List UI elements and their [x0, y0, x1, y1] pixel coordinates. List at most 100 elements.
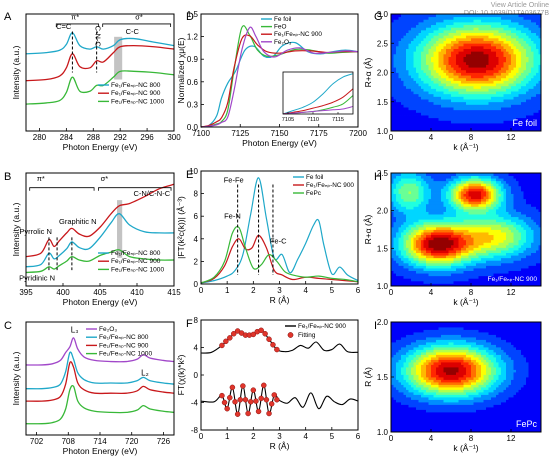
heatmap-cell: [488, 14, 492, 18]
heatmap-cell: [501, 278, 504, 282]
heatmap-cell: [463, 27, 467, 31]
heatmap-cell: [403, 185, 407, 189]
heatmap-cell: [461, 101, 464, 105]
heatmap-cell: [491, 180, 494, 184]
heatmap-cell: [491, 40, 494, 44]
heatmap-cell: [486, 99, 489, 103]
y-axis-label: Intensity (a.u.): [11, 202, 21, 256]
heatmap-cell: [508, 40, 512, 44]
heatmap-cell: [521, 16, 524, 20]
heatmap-cell: [446, 128, 449, 132]
heatmap-cell: [471, 16, 474, 20]
heatmap-cell: [431, 21, 434, 26]
heatmap-cell: [446, 75, 449, 79]
heatmap-cell: [501, 188, 504, 192]
heatmap-cell: [463, 88, 467, 92]
heatmap-cell: [406, 247, 409, 251]
heatmap-cell: [391, 69, 394, 73]
heatmap-cell: [503, 80, 507, 84]
heatmap-cell: [408, 91, 412, 95]
heatmap-cell: [401, 14, 404, 18]
heatmap-cell: [453, 109, 457, 113]
heatmap-cell: [418, 265, 422, 269]
heatmap-cell: [458, 214, 462, 218]
heatmap-cell: [533, 77, 537, 81]
heatmap-cell: [411, 99, 414, 103]
heatmap-cell: [456, 67, 459, 71]
panel-g: 0 4 8 121.01.52.02.53.0k (Å⁻¹)R+α (Å)Fe foi…: [363, 10, 542, 152]
heatmap-cell: [391, 280, 394, 284]
heatmap-cell: [463, 67, 467, 71]
heatmap-cell: [456, 273, 459, 277]
heatmap-cell: [516, 99, 519, 103]
heatmap-cell: [488, 83, 492, 87]
heatmap-cell: [398, 178, 402, 182]
plot-frame: [25, 172, 175, 287]
series-line: [200, 26, 359, 128]
heatmap-cell: [423, 75, 427, 79]
heatmap-cell: [461, 45, 464, 49]
heatmap-cell: [496, 255, 499, 259]
heatmap-cell: [446, 242, 449, 246]
heatmap-cell: [413, 59, 417, 63]
heatmap-cell: [436, 255, 439, 259]
heatmap-cell: [461, 88, 464, 92]
heatmap-cell: [421, 268, 424, 271]
heatmap-cell: [403, 53, 407, 57]
heatmap-cell: [441, 104, 444, 108]
heatmap-cell: [396, 101, 399, 105]
heatmap-cell: [453, 72, 457, 76]
heatmap-cell: [431, 275, 434, 279]
heatmap-cell: [443, 37, 447, 41]
heatmap-cell: [508, 117, 512, 121]
heatmap-cell: [451, 234, 454, 238]
heatmap-cell: [486, 37, 489, 41]
heatmap-cell: [473, 221, 477, 225]
heatmap-cell: [533, 16, 537, 20]
heatmap-cell: [461, 112, 464, 116]
heatmap-cell: [466, 211, 469, 215]
heatmap-cell: [441, 123, 444, 127]
heatmap-cell: [486, 193, 489, 197]
heatmap-cell: [521, 99, 524, 103]
heatmap-cell: [483, 115, 487, 119]
heatmap-cell: [458, 75, 462, 79]
heatmap-cell: [413, 48, 417, 52]
heatmap-cell: [476, 64, 479, 68]
heatmap-cell: [406, 208, 409, 212]
heatmap-cell: [418, 262, 422, 266]
heatmap-cell: [518, 80, 522, 84]
panel-letter-d: D: [186, 11, 194, 23]
heatmap-cell: [468, 175, 472, 179]
heatmap-cell: [413, 229, 417, 233]
heatmap-cell: [448, 180, 452, 184]
heatmap-cell: [456, 85, 459, 89]
inset-x-tick-label: 7110: [307, 117, 319, 123]
heatmap-cell: [458, 268, 462, 271]
heatmap-cell: [418, 101, 422, 105]
heatmap-cell: [403, 250, 407, 254]
heatmap-cell: [528, 120, 532, 124]
heatmap-cell: [481, 175, 484, 179]
heatmap-cell: [456, 104, 459, 108]
heatmap-cell: [496, 242, 499, 246]
heatmap-cell: [466, 101, 469, 105]
fit-point: [270, 342, 276, 348]
heatmap-cell: [458, 109, 462, 113]
heatmap-cell: [433, 211, 437, 215]
heatmap-cell: [456, 229, 459, 233]
heatmap-cell: [451, 69, 454, 73]
heatmap-cell: [491, 21, 494, 26]
heatmap-cell: [498, 234, 502, 238]
heatmap-cell: [431, 115, 434, 119]
heatmap-cell: [406, 40, 409, 44]
heatmap-cell: [448, 61, 452, 65]
heatmap-cell: [533, 88, 537, 92]
heatmap-cell: [481, 237, 484, 241]
heatmap-cell: [441, 91, 444, 95]
heatmap-cell: [523, 99, 527, 103]
heatmap-cell: [491, 232, 494, 236]
heatmap-cell: [463, 175, 467, 179]
heatmap-cell: [501, 280, 504, 284]
heatmap-cell: [408, 239, 412, 243]
